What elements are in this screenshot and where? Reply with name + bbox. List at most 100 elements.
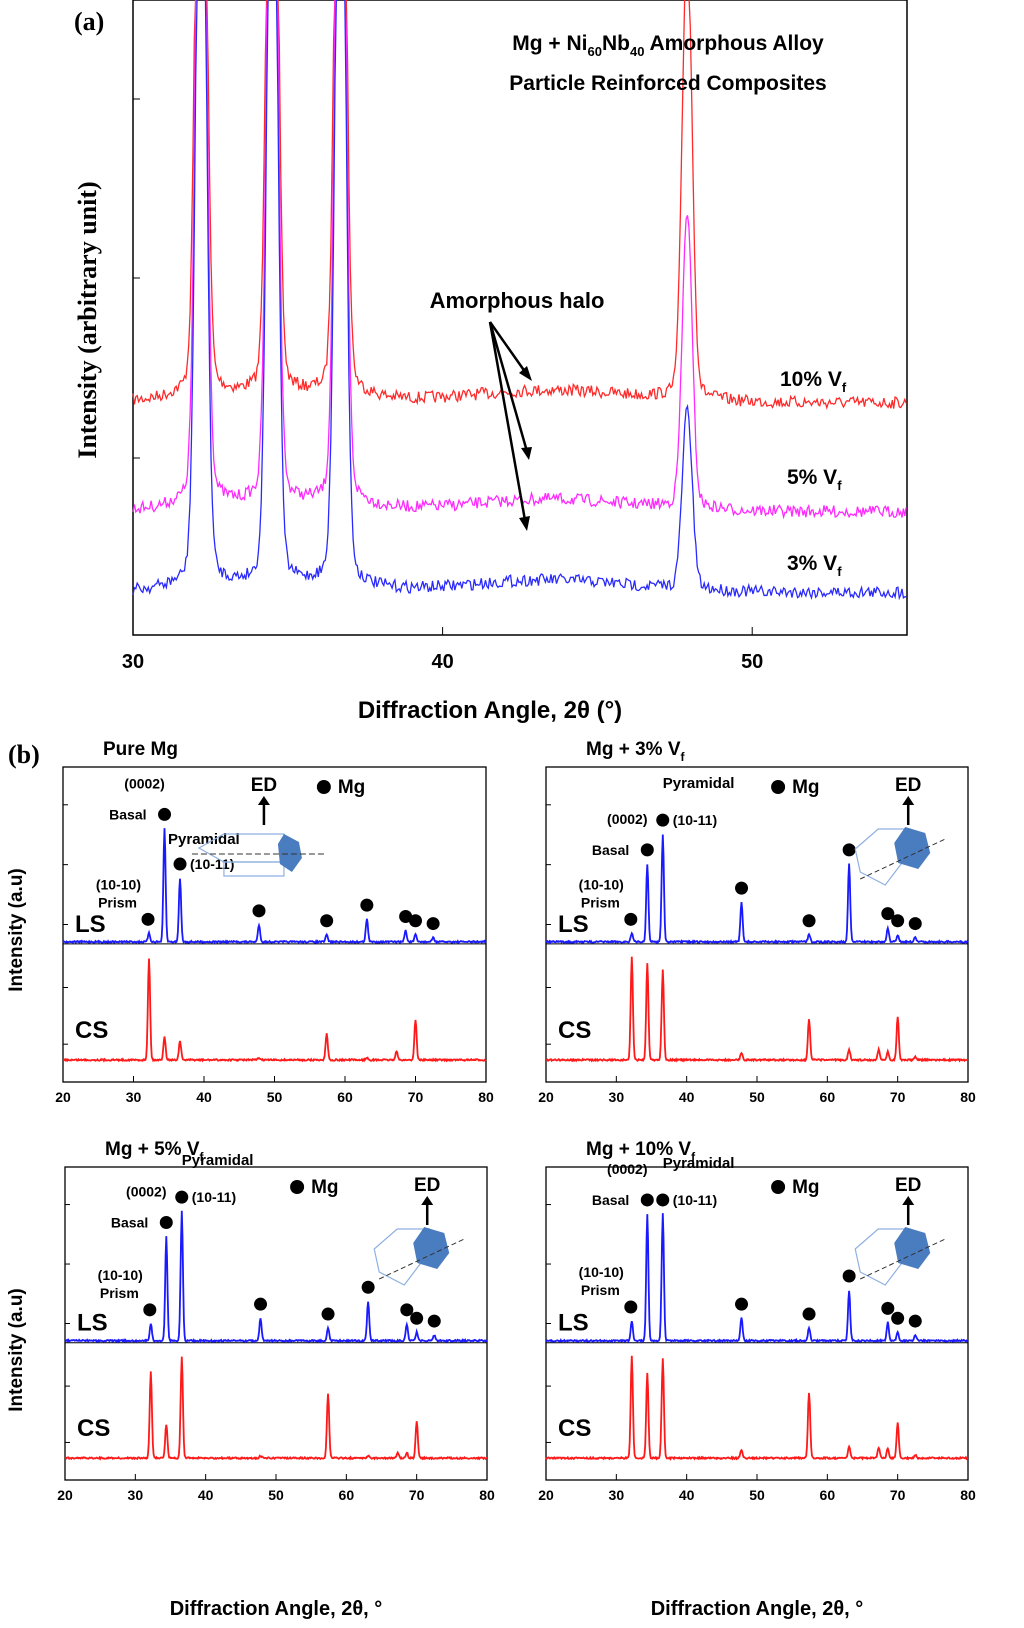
b-x-tick-label: 50 xyxy=(749,1089,765,1105)
cs-label: CS xyxy=(558,1415,591,1442)
a-x-tick-label: 40 xyxy=(431,651,453,673)
panel-a-title-line2: Particle Reinforced Composites xyxy=(509,72,826,95)
mg-peak-marker xyxy=(802,1307,816,1321)
b-x-tick-label: 40 xyxy=(196,1089,212,1105)
annot-basal: Basal xyxy=(111,1214,148,1230)
annot-1011: (10-11) xyxy=(192,1189,236,1205)
annot-basal: Basal xyxy=(592,842,629,858)
legend-mg-label: Mg xyxy=(338,777,365,798)
panel-a-ylabel: Intensity (arbitrary unit) xyxy=(73,181,102,458)
mg-peak-marker xyxy=(881,1301,895,1315)
amorphous-halo-arrows xyxy=(488,321,530,527)
annot-pyramidal: Pyramidal xyxy=(663,1155,735,1172)
annot-1011: (10-11) xyxy=(673,812,717,828)
mg-peak-marker xyxy=(802,914,816,928)
mg-peak-marker xyxy=(891,1311,905,1325)
subplot-title: Mg + 10% Vf xyxy=(586,1139,696,1164)
annot-0002: (0002) xyxy=(126,1183,166,1199)
ed-label: ED xyxy=(895,775,921,796)
mg-peak-marker xyxy=(410,1311,424,1325)
panel-a: (a) 30 40 50 Mg + Ni60Nb40 Amorphous Alloy… xyxy=(73,0,908,724)
panel-a-label: (a) xyxy=(74,7,104,36)
mg-peak-marker xyxy=(735,881,749,895)
b-series-line xyxy=(545,834,969,945)
mg-peak-marker xyxy=(891,914,905,928)
amorphous-halo-label: Amorphous halo xyxy=(430,288,605,313)
mg-peak-marker xyxy=(656,813,670,827)
legend-mg-marker xyxy=(316,780,331,794)
b-x-tick-label: 40 xyxy=(198,1487,214,1503)
subplot-2: 20 30 40 50 60 70 80 Mg + 3% Vf LS CS (0002) Basal P… xyxy=(538,739,976,1105)
annot-prism: Prism xyxy=(581,894,620,910)
mg-peak-marker xyxy=(143,1303,157,1317)
b-x-tick-label: 70 xyxy=(408,1089,424,1105)
panel-b-ylabel-bottom: Intensity (a.u) xyxy=(6,1288,27,1412)
series-label-10: 10% Vf xyxy=(780,368,847,395)
subplot-3: 20 30 40 50 60 70 80 Mg + 5% Vf LS CS (0002) Basal P… xyxy=(57,1139,495,1620)
mg-peak-marker xyxy=(321,1307,335,1321)
b-x-tick-label: 70 xyxy=(890,1089,906,1105)
b-x-tick-label: 30 xyxy=(609,1089,625,1105)
panel-b: (b) Intensity (a.u) Intensity (a.u) 20 30… xyxy=(6,739,976,1620)
panel-a-x-ticks: 30 40 50 xyxy=(122,627,763,673)
cs-label: CS xyxy=(77,1415,110,1442)
b-x-tick-label: 30 xyxy=(609,1487,625,1503)
ed-arrowhead xyxy=(902,1196,915,1205)
mg-peak-marker xyxy=(159,1215,173,1229)
panel-a-xlabel: Diffraction Angle, 2θ (°) xyxy=(358,697,622,724)
ed-label: ED xyxy=(414,1175,440,1196)
annot-1011: (10-11) xyxy=(190,856,234,872)
mg-peak-marker xyxy=(842,1269,856,1283)
mg-peak-marker xyxy=(640,1193,654,1207)
b-x-tick-label: 60 xyxy=(820,1089,836,1105)
panel-b-xlabel: Diffraction Angle, 2θ, ° xyxy=(170,1598,383,1620)
cs-label: CS xyxy=(75,1017,108,1044)
ls-label: LS xyxy=(558,911,589,938)
hcp-crystal-icon xyxy=(373,1227,465,1286)
mg-peak-marker xyxy=(320,914,334,928)
b-series-line xyxy=(62,828,487,945)
mg-peak-marker xyxy=(640,843,654,857)
annot-prism: Prism xyxy=(98,894,137,910)
panel-b-ylabel-top: Intensity (a.u) xyxy=(6,868,27,992)
mg-peak-marker xyxy=(409,914,422,928)
legend-mg-marker xyxy=(771,1180,786,1194)
subplot-title: Mg + 3% Vf xyxy=(586,739,686,764)
b-series-line xyxy=(545,1355,969,1461)
mg-peak-marker xyxy=(624,1300,638,1314)
legend-mg-marker xyxy=(771,780,786,794)
b-x-tick-label: 40 xyxy=(679,1487,695,1503)
ed-label: ED xyxy=(895,1175,921,1196)
series-label-5: 5% Vf xyxy=(787,466,842,493)
b-series-line xyxy=(64,1356,487,1461)
annot-1010: (10-10) xyxy=(579,876,624,892)
subplot-title: Pure Mg xyxy=(103,739,178,760)
legend-mg-label: Mg xyxy=(311,1177,338,1198)
mg-peak-marker xyxy=(158,807,172,821)
b-x-tick-label: 60 xyxy=(337,1089,353,1105)
a-series-line xyxy=(132,0,907,410)
annot-prism: Prism xyxy=(581,1282,620,1298)
mg-peak-marker xyxy=(881,907,895,921)
panel-a-frame xyxy=(132,0,908,636)
mg-peak-marker xyxy=(175,1190,189,1204)
subplot-frame xyxy=(545,1166,969,1481)
mg-peak-marker xyxy=(908,917,922,931)
series-label-3: 3% Vf xyxy=(787,552,842,579)
cs-label: CS xyxy=(558,1017,591,1044)
legend-mg-marker xyxy=(290,1180,305,1194)
mg-peak-marker xyxy=(735,1297,749,1311)
a-x-tick-label: 30 xyxy=(122,651,144,673)
annot-1010: (10-10) xyxy=(96,876,141,892)
b-x-tick-label: 80 xyxy=(960,1089,976,1105)
legend-mg-label: Mg xyxy=(792,1177,819,1198)
mg-peak-marker xyxy=(908,1314,922,1328)
mg-peak-marker xyxy=(141,912,155,926)
b-x-tick-label: 60 xyxy=(820,1487,836,1503)
ls-label: LS xyxy=(75,911,106,938)
b-x-tick-label: 70 xyxy=(890,1487,906,1503)
panel-b-xlabel: Diffraction Angle, 2θ, ° xyxy=(651,1598,864,1620)
annot-0002: (0002) xyxy=(124,775,164,791)
annot-prism: Prism xyxy=(100,1285,139,1301)
